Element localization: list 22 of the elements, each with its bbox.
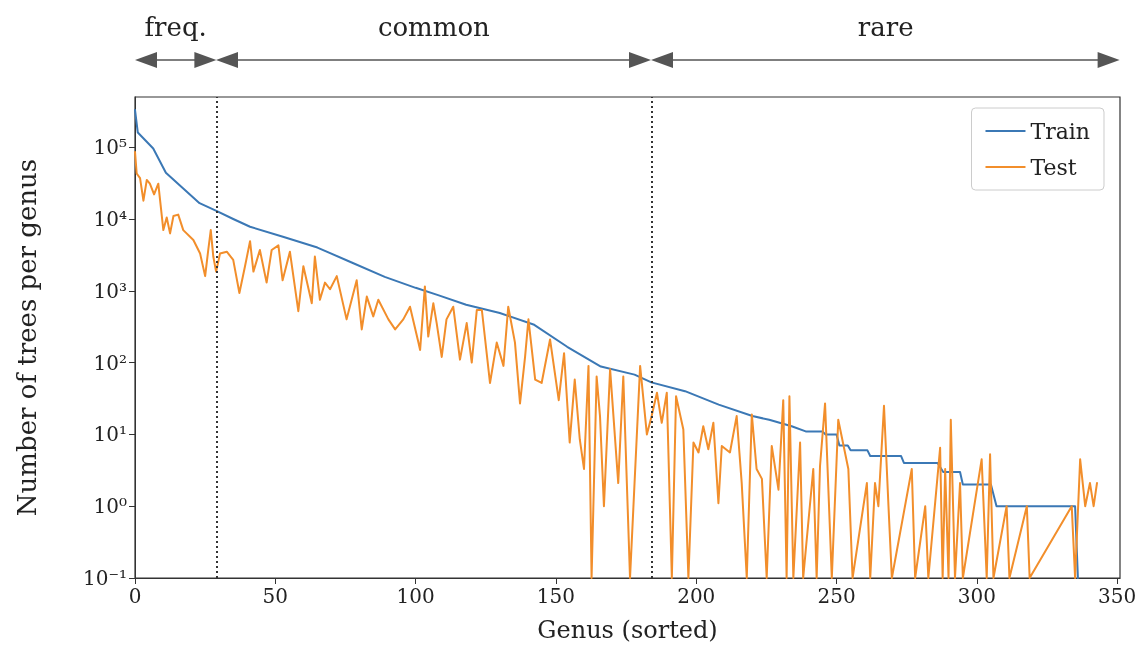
x-tick-label: 250 bbox=[817, 584, 856, 608]
y-axis-title: Number of trees per genus bbox=[12, 158, 42, 517]
legend-label: Train bbox=[1030, 118, 1090, 144]
x-tick-label: 200 bbox=[677, 584, 716, 608]
y-tick-label: 10⁻¹ bbox=[82, 566, 127, 590]
y-tick-label: 10³ bbox=[93, 278, 127, 303]
y-tick-label: 10¹ bbox=[93, 422, 127, 447]
x-tick-label: 50 bbox=[262, 584, 289, 608]
x-tick-label: 100 bbox=[396, 584, 435, 608]
x-tick-label: 350 bbox=[1098, 584, 1137, 608]
y-tick-label: 10⁴ bbox=[93, 206, 127, 231]
y-tick-label: 10² bbox=[93, 350, 127, 375]
text: rare bbox=[856, 12, 915, 42]
x-axis-title: Genus (sorted) bbox=[537, 616, 718, 644]
x-tick-label: 0 bbox=[128, 584, 142, 608]
y-tick-label: 10⁰ bbox=[93, 494, 127, 519]
x-tick-label: 300 bbox=[957, 584, 996, 608]
text: freq. bbox=[143, 12, 208, 42]
x-tick-label: 150 bbox=[536, 584, 576, 608]
text: common bbox=[376, 12, 491, 42]
legend-label: Test bbox=[1030, 154, 1077, 180]
y-tick-label: 10⁵ bbox=[93, 135, 127, 160]
